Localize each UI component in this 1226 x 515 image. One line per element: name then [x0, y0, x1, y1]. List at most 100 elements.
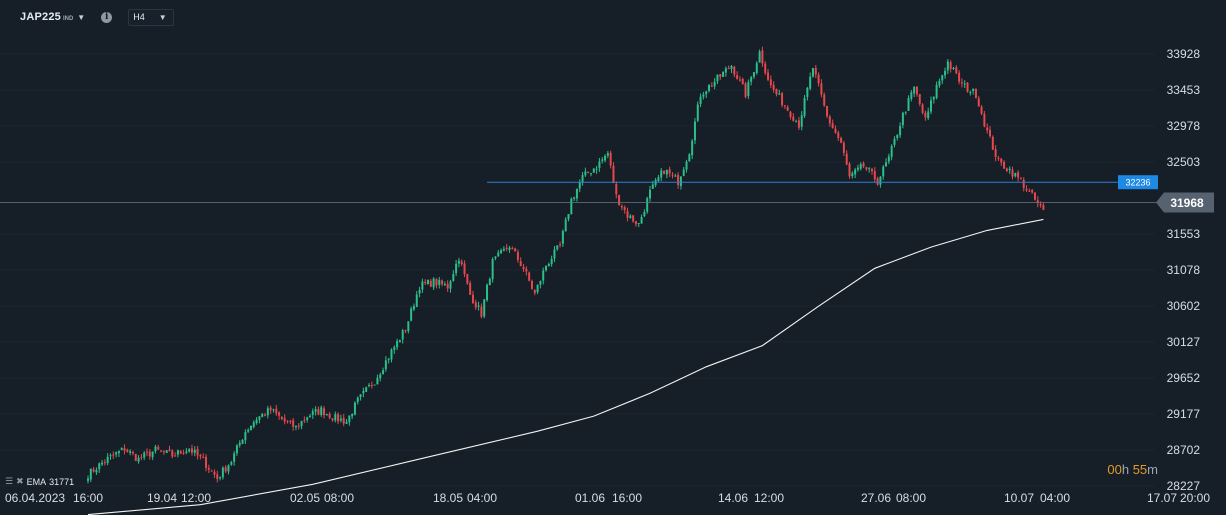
candle [710, 82, 713, 87]
candle [1008, 166, 1011, 174]
candle [252, 420, 255, 429]
candle [131, 450, 134, 456]
candle [946, 59, 949, 75]
candle [623, 205, 626, 214]
candle [719, 74, 722, 80]
candle [708, 84, 711, 93]
candle [351, 413, 354, 420]
candle [769, 75, 772, 89]
candle [823, 92, 826, 107]
candle [441, 279, 444, 287]
horizontal-line-group[interactable]: 32236 [487, 175, 1158, 190]
candle [463, 260, 466, 278]
candle [1000, 157, 1003, 166]
candle [792, 113, 795, 122]
candle [117, 450, 120, 458]
candle [542, 267, 545, 285]
symbol-selector[interactable]: JAP225 IND ▼ [20, 11, 85, 23]
settings-icon[interactable]: ☰ [5, 476, 14, 486]
y-tick-label: 31078 [1167, 263, 1201, 277]
candle [168, 445, 171, 452]
candle [587, 171, 590, 174]
candle [817, 72, 820, 87]
candle [387, 358, 390, 364]
candle [109, 453, 112, 460]
candle [219, 476, 222, 481]
candle [685, 159, 688, 173]
timeframe-selector[interactable]: H4 ▼ [128, 8, 174, 26]
x-tick-label: 16:00 [73, 491, 103, 505]
symbol-type: IND [62, 16, 74, 22]
candle [1022, 177, 1025, 192]
candle [781, 91, 784, 108]
candle [497, 249, 500, 257]
info-icon[interactable]: i [101, 11, 113, 23]
candlestick-series [87, 46, 1045, 484]
candle [800, 111, 803, 131]
candle [932, 96, 935, 104]
candle [325, 413, 328, 416]
candle [1028, 188, 1031, 192]
candle [474, 299, 477, 310]
candle [772, 81, 775, 93]
candle [216, 470, 219, 483]
candle [918, 93, 921, 107]
indicator-name: EMA [26, 476, 47, 487]
candle [556, 245, 559, 251]
candle [221, 466, 224, 480]
candle [899, 122, 902, 139]
candle [1031, 188, 1034, 194]
indicator-legend[interactable]: ☰ ✖ EMA 31771 [5, 476, 74, 487]
candle [842, 140, 845, 156]
candle [1017, 170, 1020, 182]
candle [831, 119, 834, 129]
candle [643, 209, 646, 218]
candle [244, 429, 247, 444]
candle [938, 78, 941, 88]
candle [724, 66, 727, 77]
candle [536, 284, 539, 295]
candle [508, 245, 511, 253]
candle [657, 174, 660, 182]
candle [713, 78, 716, 90]
candle [966, 82, 969, 93]
candle [837, 130, 840, 141]
candle [92, 466, 95, 473]
x-tick-label: 19.04 [147, 491, 177, 505]
candle [584, 167, 587, 177]
x-tick-label: 18.05 [433, 491, 463, 505]
x-tick-label: 04:00 [1040, 491, 1070, 505]
candle [885, 158, 888, 167]
close-icon[interactable]: ✖ [16, 476, 24, 486]
candle [750, 75, 753, 86]
candle [491, 257, 494, 283]
x-tick-label: 17.07 [1147, 491, 1177, 505]
candle [553, 246, 556, 263]
candle [559, 241, 562, 248]
x-tick-label: 12:00 [754, 491, 784, 505]
candle [342, 413, 345, 427]
y-tick-label: 29177 [1167, 407, 1201, 421]
y-tick-label: 31553 [1167, 227, 1201, 241]
time-axis[interactable]: 06.04.2023 16:00 19.04 12:00 02.05 08:00 18.05… [5, 491, 1210, 505]
candle [752, 72, 755, 79]
horizontal-line-badge[interactable] [1118, 175, 1158, 190]
candle [1033, 192, 1036, 201]
candle [308, 413, 311, 418]
candle [778, 89, 781, 96]
candle [893, 136, 896, 148]
candle [691, 138, 694, 160]
candle [278, 411, 281, 420]
candle [865, 166, 868, 171]
candle [89, 468, 92, 483]
x-tick-label: 12:00 [181, 491, 211, 505]
candle [382, 367, 385, 375]
candle [797, 116, 800, 130]
candle [1011, 166, 1014, 180]
price-axis[interactable]: 33928 33453 32978 32503 31553 31078 30602 30127… [1167, 47, 1201, 493]
candle [809, 72, 812, 91]
candle [767, 69, 770, 82]
candle [952, 66, 955, 70]
candle [1003, 160, 1006, 169]
